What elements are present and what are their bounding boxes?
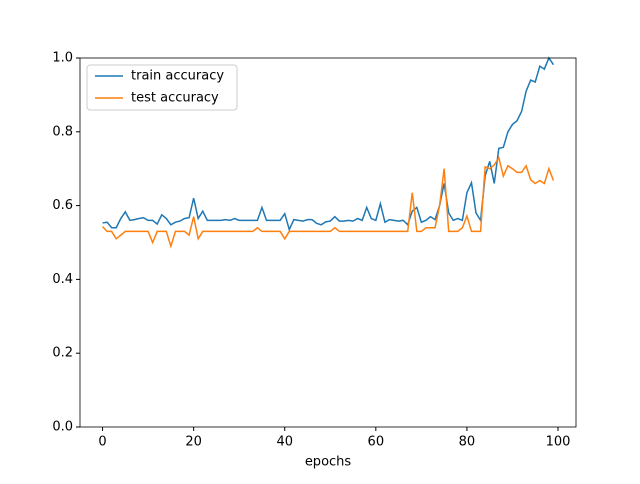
x-tick-label: 0: [98, 435, 106, 450]
y-tick-label: 0.2: [52, 346, 73, 361]
x-tick-label: 80: [459, 435, 476, 450]
x-axis-label: epochs: [305, 455, 352, 470]
x-tick-label: 40: [276, 435, 293, 450]
x-tick-label: 20: [185, 435, 202, 450]
y-tick-label: 1.0: [52, 51, 73, 66]
legend-label: test accuracy: [131, 91, 219, 106]
legend-label: train accuracy: [131, 69, 224, 84]
x-tick-label: 100: [546, 435, 571, 450]
x-tick-label: 60: [368, 435, 385, 450]
y-tick-label: 0.0: [52, 420, 73, 435]
y-tick-label: 0.6: [52, 198, 73, 213]
y-tick-label: 0.4: [52, 272, 73, 287]
legend-box: [86, 64, 238, 111]
axes-frame: [79, 57, 577, 428]
line-series: [102, 56, 555, 232]
line-series: [102, 155, 555, 249]
y-tick-label: 0.8: [52, 124, 73, 139]
